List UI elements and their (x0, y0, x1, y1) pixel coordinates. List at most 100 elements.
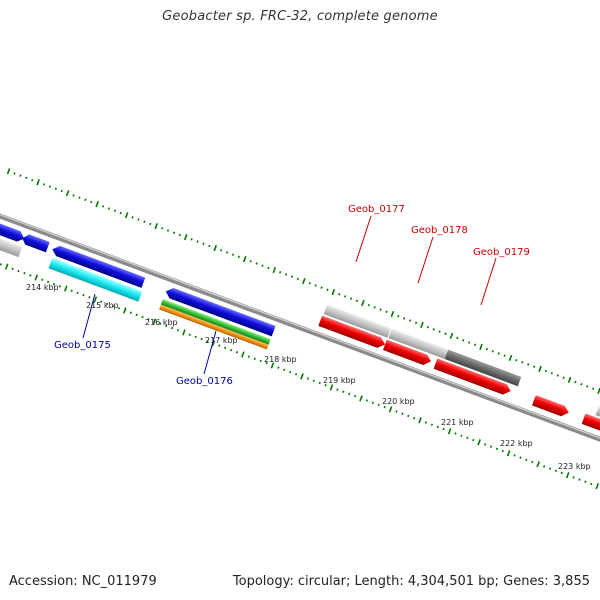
inner-ruler-minor-tick (348, 392, 351, 396)
inner-ruler-minor-tick (265, 361, 268, 365)
inner-ruler-minor-tick (371, 401, 374, 404)
outer-ruler-minor-tick (78, 196, 81, 199)
outer-ruler-minor-tick (586, 385, 589, 388)
inner-ruler-minor-tick (342, 390, 345, 393)
inner-ruler-minor-tick (483, 443, 487, 446)
outer-ruler-minor-tick (592, 387, 595, 390)
outer-ruler-minor-tick (338, 293, 341, 296)
outer-ruler-major-tick (538, 365, 542, 372)
outer-ruler-minor-tick (438, 330, 441, 333)
inner-ruler-minor-tick (542, 465, 546, 468)
outer-ruler-minor-tick (308, 282, 311, 285)
inner-ruler-minor-tick (531, 460, 534, 464)
outer-ruler-minor-tick (225, 251, 229, 254)
inner-ruler-minor-tick (200, 337, 203, 341)
inner-ruler-minor-tick (312, 379, 315, 382)
outer-ruler-minor-tick (101, 205, 105, 208)
inner-ruler-minor-tick (76, 291, 79, 295)
inner-ruler-major-tick (63, 285, 68, 292)
outer-ruler-minor-tick (497, 352, 500, 355)
outer-ruler-minor-tick (178, 233, 181, 237)
outer-ruler-major-tick (6, 168, 11, 175)
outer-ruler-minor-tick (367, 303, 370, 307)
gene-label-geob-0178: Geob_0178 (411, 225, 468, 236)
inner-ruler-minor-tick (424, 421, 428, 424)
inner-tick-ruler (0, 263, 600, 490)
feature-red-geob-0179 (433, 358, 511, 395)
outer-ruler-minor-tick (119, 211, 122, 215)
inner-ruler-major-tick (329, 384, 334, 391)
inner-ruler-minor-tick (253, 357, 256, 361)
outer-ruler-major-tick (154, 223, 159, 230)
genome-summary-text: Topology: circular; Length: 4,304,501 bp… (232, 574, 590, 589)
scale-label-221: 221 kbp (441, 418, 474, 427)
outer-ruler-minor-tick (285, 273, 288, 276)
outer-ruler-major-tick (124, 212, 129, 219)
outer-ruler-minor-tick (279, 271, 282, 274)
outer-ruler-minor-tick (48, 185, 52, 188)
inner-ruler-major-tick (565, 472, 570, 479)
inner-ruler-minor-tick (572, 476, 575, 479)
outer-ruler-minor-tick (202, 242, 205, 245)
outer-ruler-major-tick (449, 332, 454, 340)
inner-ruler-minor-tick (0, 263, 2, 266)
leader-line-geob-0175 (82, 293, 96, 339)
outer-ruler-major-tick (479, 343, 483, 351)
outer-ruler-major-tick (95, 201, 99, 208)
inner-ruler-minor-tick (82, 293, 85, 297)
inner-ruler-major-tick (34, 274, 39, 281)
inner-ruler-minor-tick (519, 456, 522, 459)
outer-ruler-minor-tick (90, 200, 93, 204)
scale-label-214: 214 kbp (26, 283, 59, 292)
map-title: Geobacter sp. FRC-32, complete genome (162, 9, 438, 24)
outer-ruler-minor-tick (220, 249, 223, 252)
outer-ruler-minor-tick (208, 244, 211, 248)
inner-ruler-minor-tick (401, 412, 404, 415)
inner-ruler-minor-tick (584, 480, 587, 484)
outer-ruler-minor-tick (149, 222, 152, 226)
outer-ruler-minor-tick (143, 220, 146, 223)
inner-ruler-minor-tick (117, 307, 121, 310)
genome-backbone (0, 206, 600, 463)
outer-ruler-major-tick (508, 354, 513, 362)
inner-ruler-minor-tick (472, 438, 475, 442)
outer-ruler-minor-tick (190, 238, 193, 241)
outer-ruler-minor-tick (314, 284, 317, 287)
inner-ruler-minor-tick (100, 300, 103, 303)
leader-line-geob-0177 (355, 215, 372, 263)
inner-ruler-minor-tick (46, 280, 50, 284)
outer-ruler-minor-tick (84, 198, 87, 202)
outer-ruler-minor-tick (54, 187, 57, 191)
outer-ruler-minor-tick (426, 325, 429, 329)
feature-blue-rev-2 (22, 234, 50, 253)
outer-ruler-minor-tick (414, 321, 418, 324)
inner-ruler-minor-tick (259, 359, 262, 363)
inner-ruler-major-tick (4, 263, 9, 270)
inner-ruler-minor-tick (560, 471, 563, 475)
inner-ruler-minor-tick (135, 313, 138, 317)
inner-ruler-minor-tick (11, 267, 14, 270)
outer-ruler-minor-tick (521, 361, 524, 364)
outer-ruler-minor-tick (31, 178, 34, 182)
inner-ruler-major-tick (152, 318, 157, 325)
inner-ruler-minor-tick (442, 427, 445, 431)
outer-ruler-major-tick (331, 288, 336, 296)
inner-ruler-minor-tick (235, 351, 239, 354)
outer-ruler-major-tick (242, 255, 247, 263)
scale-label-219: 219 kbp (323, 376, 356, 385)
inner-ruler-minor-tick (436, 425, 439, 429)
inner-ruler-minor-tick (460, 434, 463, 437)
inner-ruler-minor-tick (430, 423, 433, 426)
feature-red-fwd-5 (581, 413, 600, 446)
inner-ruler-minor-tick (324, 383, 327, 387)
inner-ruler-minor-tick (58, 285, 61, 288)
outer-ruler-minor-tick (503, 354, 506, 357)
inner-ruler-minor-tick (188, 333, 191, 336)
outer-ruler-minor-tick (113, 209, 116, 212)
scale-label-218: 218 kbp (264, 355, 297, 364)
feature-red-fwd-4 (532, 395, 569, 417)
outer-ruler-minor-tick (72, 194, 75, 197)
outer-ruler-major-tick (567, 376, 572, 383)
inner-ruler-minor-tick (590, 482, 593, 486)
inner-ruler-major-tick (388, 406, 393, 413)
